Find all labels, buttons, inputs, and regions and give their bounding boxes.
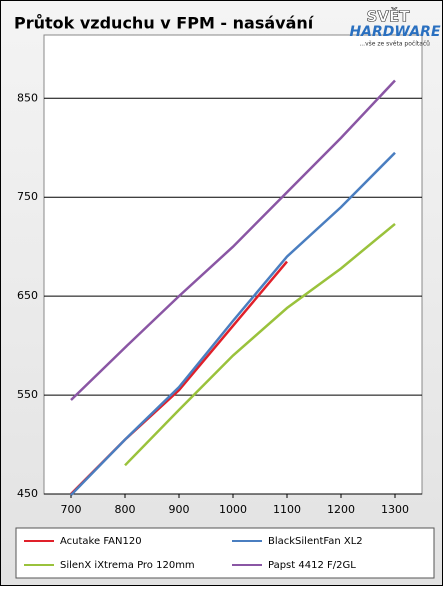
x-tick-label: 1000 <box>219 503 247 516</box>
chart-title: Průtok vzduchu v FPM - nasávání <box>14 14 315 33</box>
series-line <box>70 79 396 401</box>
logo-top: SVĚT <box>367 7 411 26</box>
logo-bottom: HARDWARE <box>349 24 441 40</box>
y-tick-label: 850 <box>17 91 38 104</box>
legend-box <box>15 527 435 579</box>
plot-area <box>43 34 423 495</box>
legend-label: Papst 4412 F/2GL <box>268 560 356 571</box>
legend-label: BlackSilentFan XL2 <box>268 536 363 547</box>
x-tick-label: 900 <box>169 503 190 516</box>
x-tick-label: 1100 <box>273 503 301 516</box>
x-tick-label: 1300 <box>381 503 409 516</box>
x-tick-label: 700 <box>61 503 82 516</box>
logo-tagline: ...vše ze světa počítačů <box>359 41 430 48</box>
y-tick-label: 550 <box>17 388 38 401</box>
x-tick-label: 1200 <box>327 503 355 516</box>
y-tick-label: 450 <box>17 487 38 500</box>
y-tick-label: 650 <box>17 289 38 302</box>
series-line <box>124 222 396 467</box>
legend-label: SilenX iXtrema Pro 120mm <box>60 560 195 571</box>
x-tick-label: 800 <box>115 503 136 516</box>
series-line <box>70 151 396 496</box>
y-tick-label: 750 <box>17 190 38 203</box>
legend-label: Acutake FAN120 <box>60 536 142 547</box>
